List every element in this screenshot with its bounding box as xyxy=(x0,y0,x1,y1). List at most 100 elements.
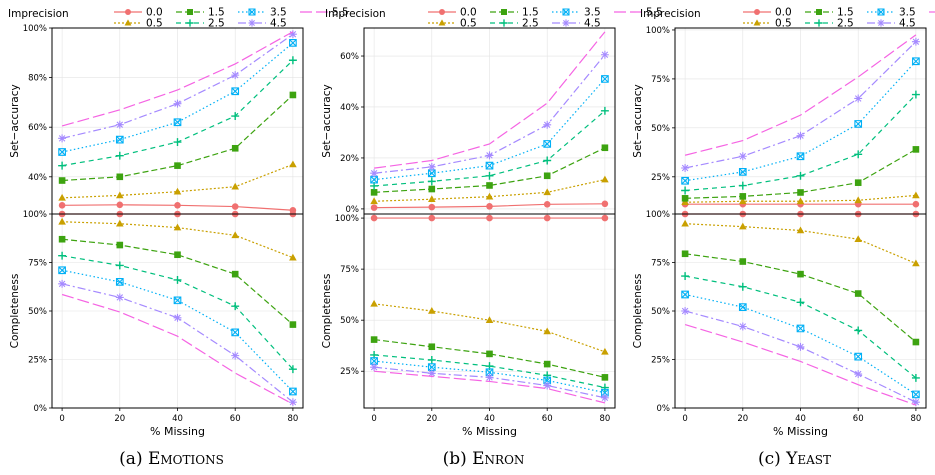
point xyxy=(231,203,239,210)
point xyxy=(485,151,494,160)
point xyxy=(681,186,690,195)
point xyxy=(173,296,182,305)
legend-item: 2.5 xyxy=(176,18,225,30)
series-0-0 xyxy=(58,201,297,214)
series-line xyxy=(685,194,916,203)
point xyxy=(231,302,240,311)
point xyxy=(754,9,760,15)
x-tick-label: 40 xyxy=(795,414,806,424)
series-5-5 xyxy=(61,293,294,405)
point xyxy=(427,162,436,171)
series-line xyxy=(684,34,917,156)
point xyxy=(427,363,436,372)
point xyxy=(738,181,747,190)
point xyxy=(601,144,609,152)
chart-enron: 0% 20% 40% 60% Set−accuracy 25% 50% 75% 100% Comp… xyxy=(321,27,616,469)
legend-label: 2.5 xyxy=(837,18,854,30)
point xyxy=(486,182,493,189)
legend-label: 2.5 xyxy=(522,18,539,30)
legend-item: 3.5 xyxy=(238,7,287,19)
point xyxy=(681,176,689,185)
legend-label: 1.5 xyxy=(837,7,854,19)
series-line xyxy=(374,110,606,187)
point xyxy=(485,192,494,200)
point xyxy=(877,8,885,16)
point xyxy=(543,156,552,165)
point xyxy=(854,235,862,243)
point xyxy=(681,290,689,299)
point xyxy=(911,90,920,99)
point xyxy=(797,270,804,278)
point xyxy=(288,30,297,39)
point xyxy=(231,182,239,190)
y-tick-label: 100% xyxy=(23,210,47,220)
series-0-5 xyxy=(681,191,920,206)
point xyxy=(370,175,378,184)
point xyxy=(370,204,378,211)
series-2-5 xyxy=(58,251,297,374)
point xyxy=(116,191,124,199)
point xyxy=(601,75,609,83)
series-1-5 xyxy=(58,91,297,184)
point xyxy=(912,146,920,153)
legend-item: 0.5 xyxy=(428,18,477,30)
point xyxy=(289,160,297,168)
point xyxy=(289,39,297,47)
point xyxy=(797,189,804,196)
point xyxy=(58,177,66,184)
point xyxy=(486,203,493,210)
point xyxy=(739,193,747,200)
legend-title: Imprecision xyxy=(8,8,69,20)
point xyxy=(115,278,124,286)
legend-item: 5.5 xyxy=(300,7,349,19)
point xyxy=(738,303,747,311)
caption-prefix: (a) xyxy=(119,449,148,469)
series-line xyxy=(61,33,294,139)
point xyxy=(173,276,182,284)
point xyxy=(601,374,609,381)
point xyxy=(681,250,689,258)
y-tick-label: 100% xyxy=(646,26,670,36)
y-tick-label: 100% xyxy=(646,210,670,220)
point xyxy=(854,196,862,204)
point xyxy=(543,327,551,335)
series-1-5 xyxy=(58,235,297,328)
point xyxy=(543,188,551,196)
caption-name: Yeast xyxy=(785,449,831,469)
point xyxy=(562,19,570,27)
point xyxy=(739,258,747,265)
y-tick-label: 75% xyxy=(651,259,670,269)
legend-item: 2.5 xyxy=(490,18,539,30)
point xyxy=(681,219,689,227)
point xyxy=(248,19,256,27)
set-accuracy-panel: 25% 50% 75% 100% Set−accuracy xyxy=(632,26,927,215)
point xyxy=(796,298,805,307)
series-line xyxy=(684,310,917,403)
point xyxy=(796,171,805,180)
point xyxy=(738,152,747,161)
y-tick-label: 75% xyxy=(28,259,47,269)
point xyxy=(231,231,239,239)
point xyxy=(124,19,132,26)
series-4-5 xyxy=(370,363,609,402)
point xyxy=(288,365,297,374)
point xyxy=(738,168,747,176)
legend-item: 0.0 xyxy=(114,7,163,19)
point xyxy=(173,187,182,195)
x-tick-label: 20 xyxy=(426,414,437,424)
y-axis-label: Completeness xyxy=(321,274,333,349)
legend-title: Imprecision xyxy=(640,8,701,20)
point xyxy=(854,326,863,335)
point xyxy=(501,9,507,15)
completeness-panel: 25% 50% 75% 100% Completeness 0 20 40 60 80 xyxy=(321,213,616,424)
point xyxy=(58,235,66,243)
series-3-5 xyxy=(58,39,297,156)
point xyxy=(485,171,494,180)
x-tick-label: 0 xyxy=(371,414,376,424)
point xyxy=(58,202,66,209)
caption: (c) Yeast xyxy=(758,449,831,469)
y-tick-label: 50% xyxy=(651,307,670,317)
point xyxy=(173,138,182,147)
series-1-5 xyxy=(370,336,609,381)
caption-prefix: (c) xyxy=(758,449,786,469)
